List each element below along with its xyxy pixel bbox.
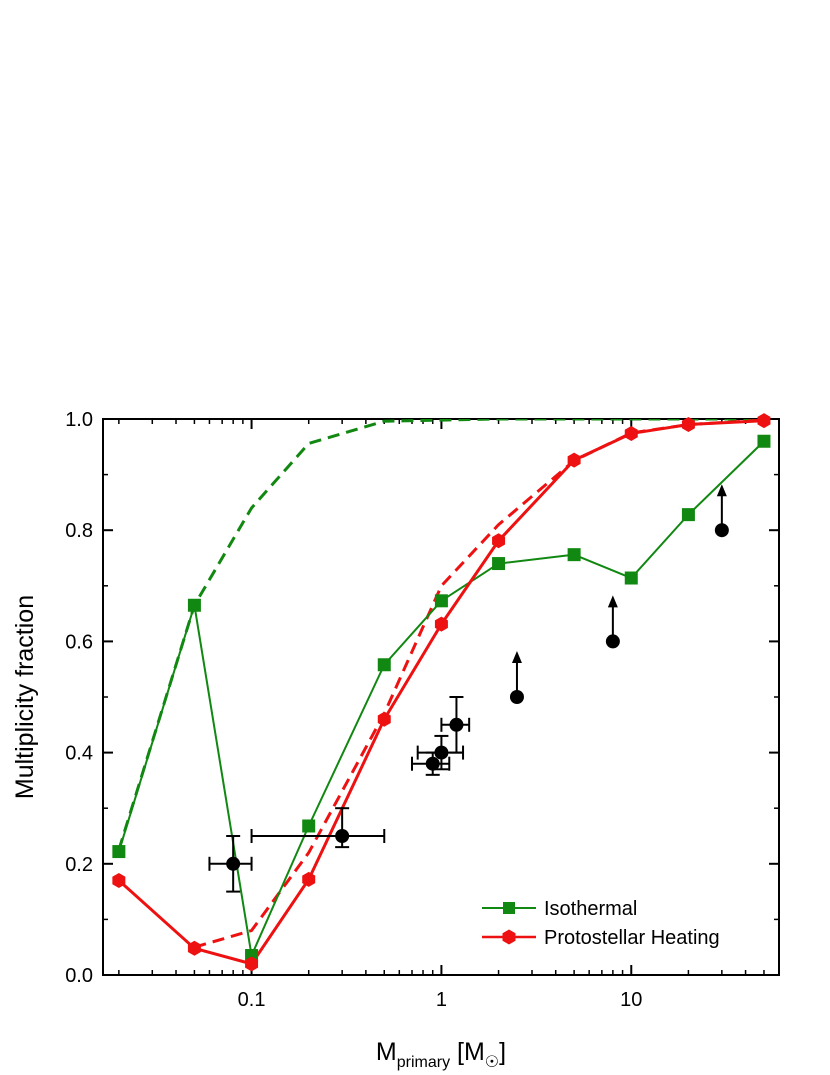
protostellar-marker-8 <box>624 425 638 441</box>
obs-point-4 <box>449 717 464 732</box>
x-axis-title-unit-pre: [M <box>450 1038 485 1066</box>
x-axis-title: Mprimary [M☉] <box>376 1038 506 1071</box>
protostellar-marker-6 <box>492 533 506 549</box>
isothermal-marker-0 <box>112 845 126 859</box>
protostellar-marker-5 <box>434 616 448 632</box>
protostellar-marker-2 <box>245 956 259 972</box>
protostellar-marker-0 <box>112 872 126 888</box>
obs-point-2 <box>425 756 440 771</box>
protostellar-marker-7 <box>567 452 581 468</box>
y-tick-label: 0.8 <box>65 520 93 542</box>
isothermal-marker-8 <box>624 571 638 585</box>
x-axis-title-sub: primary <box>397 1054 450 1071</box>
protostellar-marker-4 <box>377 711 391 727</box>
plot-frame <box>102 418 780 976</box>
x-axis-title-unit-sub: ☉ <box>485 1054 499 1071</box>
y-tick-label: 0.2 <box>65 854 93 876</box>
x-axis-title-unit-post: ] <box>499 1038 506 1066</box>
legend-label-isothermal: Isothermal <box>544 898 637 920</box>
obs-point-1 <box>335 829 350 843</box>
y-tick-label: 0.6 <box>65 631 93 653</box>
x-tick-label: 0.1 <box>238 989 266 1011</box>
legend-marker-isothermal <box>503 902 515 914</box>
series-line-2 <box>117 419 764 851</box>
protostellar-marker-3 <box>302 871 316 887</box>
series-markers <box>112 413 771 972</box>
x-tick-label: 10 <box>620 989 642 1011</box>
obs-point-6 <box>605 634 620 649</box>
series-line-3 <box>193 419 765 949</box>
obs-point-5 <box>509 690 524 704</box>
protostellar-marker-9 <box>681 417 695 433</box>
isothermal-marker-6 <box>492 557 506 571</box>
obs-point-7 <box>714 523 729 538</box>
obs-limit-arrow-head-6 <box>607 595 618 608</box>
y-axis-title: Multiplicity fraction <box>11 595 39 799</box>
obs-point-0 <box>226 856 241 871</box>
isothermal-marker-1 <box>187 598 201 612</box>
legend: Isothermal Protostellar Heating <box>482 898 720 949</box>
series-lines <box>117 419 765 966</box>
x-axis-title-main: M <box>376 1038 397 1066</box>
legend-label-protostellar: Protostellar Heating <box>544 927 720 949</box>
protostellar-marker-10 <box>757 413 771 429</box>
y-tick-label: 0.0 <box>65 965 93 987</box>
isothermal-marker-3 <box>302 819 316 833</box>
isothermal-marker-10 <box>757 434 771 448</box>
axis-ticks: 0.0 0.2 0.4 0.6 0.8 1.0 0.1 1 10 <box>65 409 780 1011</box>
isothermal-marker-5 <box>434 594 448 608</box>
protostellar-marker-1 <box>187 940 201 956</box>
observation-points <box>208 484 729 893</box>
series-line-0 <box>117 440 765 957</box>
y-tick-label: 0.4 <box>65 743 93 765</box>
obs-limit-arrow-head-5 <box>511 651 522 663</box>
obs-limit-arrow-head-7 <box>716 484 727 497</box>
isothermal-marker-4 <box>377 658 391 672</box>
legend-marker-protostellar <box>502 929 516 945</box>
isothermal-marker-7 <box>567 548 581 562</box>
x-tick-label: 1 <box>436 989 447 1011</box>
series-line-1 <box>117 419 765 966</box>
isothermal-marker-9 <box>681 508 695 522</box>
y-tick-label: 1.0 <box>65 409 93 431</box>
obs-point-3 <box>434 745 449 760</box>
